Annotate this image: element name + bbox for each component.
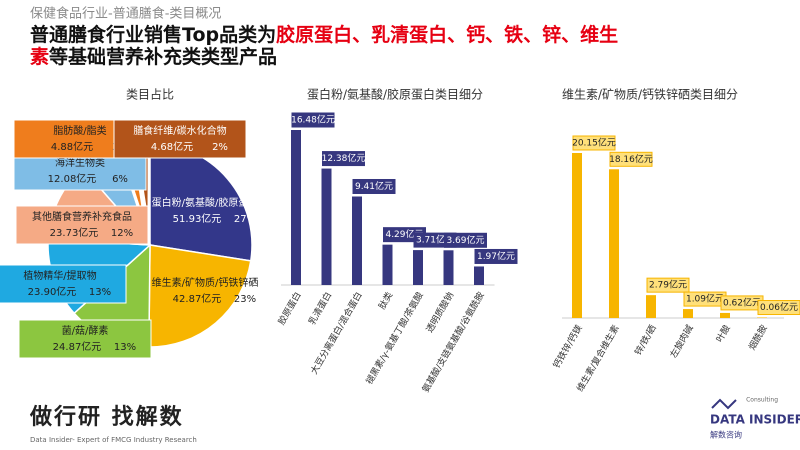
slice-share: 2% [212, 142, 228, 153]
value-label: 18.16亿元 [609, 153, 653, 165]
bar [646, 295, 656, 318]
label-box [113, 119, 247, 159]
value-label: 1.97亿元 [477, 250, 515, 262]
logo-small: Consulting [746, 397, 778, 404]
slice-value: 23.90亿元 [28, 285, 77, 298]
slice-value: 51.93亿元 [173, 212, 222, 225]
chart-title: 蛋白粉/氨基酸/胶原蛋白类目细分 [307, 87, 483, 102]
title-line: 普通膳食行业销售Top品类为胶原蛋白、乳清蛋白、钙、铁、锌、维生 [30, 23, 618, 46]
value-label: 9.41亿元 [355, 180, 393, 192]
slice-value: 4.68亿元 [151, 140, 193, 153]
x-tick-label: 氨基酸/支链氨基酸/谷氨酰胺 [419, 290, 486, 395]
slide-title: 普通膳食行业销售Top品类为胶原蛋白、乳清蛋白、钙、铁、锌、维生素等基础营养补充… [30, 23, 618, 68]
bar [720, 312, 730, 318]
pie-slice [148, 244, 252, 348]
value-label: 0.62亿元 [723, 296, 761, 308]
slice-share: 13% [89, 287, 111, 298]
value-label-box [291, 112, 335, 128]
slice-name: 维生素/矿物质/钙铁锌硒 [152, 276, 259, 289]
value-label-box [757, 300, 800, 316]
x-tick-label: 胶原蛋白 [275, 290, 303, 327]
x-tick-label: 钙铁锌/钙镁 [550, 323, 584, 371]
slice-value: 12.08亿元 [48, 172, 97, 185]
chart-title: 类目占比 [126, 87, 174, 102]
value-label: 3.69亿元 [446, 234, 484, 246]
slice-value: 4.88亿元 [51, 140, 93, 153]
x-tick-label: 烟酰胺 [746, 323, 770, 352]
value-label-box [572, 135, 616, 151]
bar [291, 130, 301, 285]
slice-value: 23.73亿元 [50, 226, 99, 239]
slice-name: 脂肪酸/脂类 [53, 124, 106, 137]
bar [609, 169, 619, 318]
x-tick-label: 左旋肉碱 [667, 323, 695, 360]
slice-name: 海洋生物类 [55, 156, 105, 169]
value-label: 0.06亿元 [760, 301, 798, 313]
slice-share: 6% [112, 174, 128, 185]
logo-cn: 解数咨询 [710, 430, 742, 440]
slice-share: 23% [234, 294, 256, 305]
x-tick-label: 透明质酸钠 [423, 290, 456, 335]
title-part: 等基础营养补充类类型产品 [48, 45, 277, 68]
label-box [15, 205, 149, 245]
value-label: 1.09亿元 [686, 293, 724, 305]
label-box [0, 264, 127, 304]
bar [474, 266, 484, 285]
slice-name: 蛋白粉/氨基酸/胶原蛋白 [152, 196, 259, 209]
tagline: Data Insider- Expert of FMCG Industry Re… [30, 436, 197, 444]
x-tick-label: 大豆分离蛋白/混合蛋白 [308, 290, 365, 377]
value-label-box [609, 151, 653, 167]
value-label: 12.38亿元 [322, 152, 366, 164]
slice-share: 13% [114, 342, 136, 353]
bar [443, 250, 454, 285]
value-label-box [444, 232, 487, 248]
breadcrumb: 保健食品行业-普通膳食-类目概况 [30, 6, 221, 22]
slogan: 做行研 找解数 [29, 404, 184, 430]
value-label: 2.79亿元 [649, 279, 687, 291]
bar [683, 309, 693, 318]
title-part: 普通膳食行业销售Top品类为 [30, 23, 276, 46]
title-part: 素 [30, 45, 49, 68]
bar [321, 168, 332, 285]
value-label: 16.48亿元 [291, 114, 335, 126]
slice-share: 27% [234, 214, 256, 225]
value-label-box [352, 178, 396, 194]
logo: DATA INSIDER [710, 413, 800, 427]
bar [382, 244, 393, 285]
x-tick-label: 乳清蛋白 [306, 290, 334, 327]
slice-value: 24.87亿元 [53, 340, 102, 353]
bar [413, 250, 423, 285]
value-label: 20.15亿元 [572, 137, 616, 149]
x-tick-label: 肽类 [376, 290, 395, 312]
slice-name: 其他膳食营养补充食品 [32, 210, 132, 223]
logo-icon [711, 398, 737, 410]
slice-name: 膳食纤维/碳水化合物 [133, 124, 226, 137]
slice-share: 12% [111, 228, 133, 239]
slice-name: 植物精华/提取物 [23, 269, 96, 282]
slice-name: 菌/菇/酵素 [62, 324, 109, 337]
x-tick-label: 锌/铁/硒 [632, 323, 659, 358]
title-part: 胶原蛋白、乳清蛋白、钙、铁、锌、维生 [276, 23, 618, 46]
bar [572, 153, 582, 318]
slice-value: 42.87亿元 [173, 292, 222, 305]
chart-title: 维生素/矿物质/钙铁锌硒类目细分 [562, 88, 738, 102]
value-label-box [474, 248, 518, 264]
value-label-box [322, 151, 365, 167]
bar [352, 196, 362, 285]
value-label-box [646, 277, 690, 293]
x-tick-label: 叶酸 [714, 323, 733, 344]
x-tick-label: 褪黑素/γ-氨基丁酸/茶氨酸 [363, 290, 426, 387]
label-box [18, 319, 152, 359]
title-line: 素等基础营养补充类类型产品 [30, 45, 277, 68]
